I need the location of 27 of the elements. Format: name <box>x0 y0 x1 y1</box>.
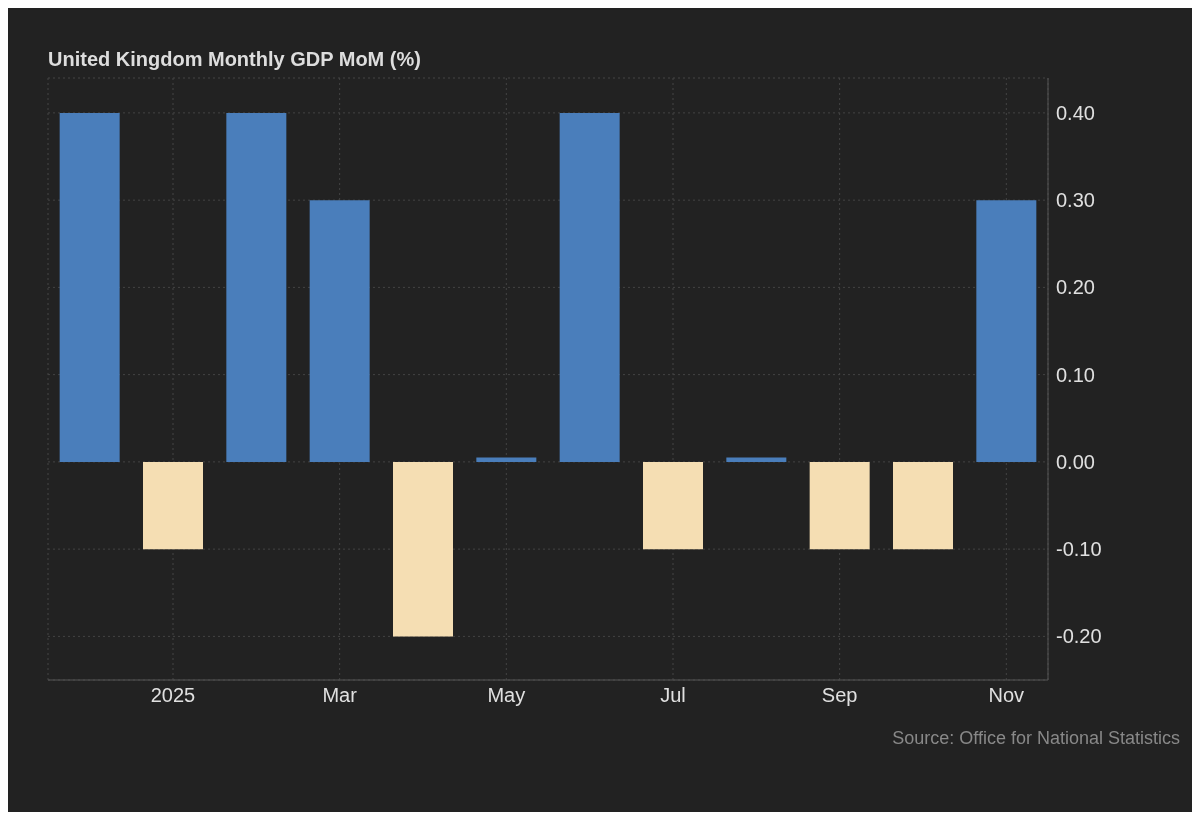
y-tick-label: 0.10 <box>1056 363 1095 386</box>
bar <box>476 457 537 462</box>
bar <box>226 112 287 462</box>
x-tick-label: Jul <box>660 684 686 707</box>
bar <box>393 461 453 637</box>
x-tick-label: Nov <box>988 684 1025 707</box>
y-tick-label: -0.20 <box>1056 625 1102 648</box>
bar <box>143 461 203 550</box>
y-tick-label: 0.00 <box>1056 450 1095 473</box>
bar <box>59 112 120 462</box>
chart-title: United Kingdom Monthly GDP MoM (%) <box>48 48 421 71</box>
bar <box>726 457 787 462</box>
y-tick-label: 0.30 <box>1056 189 1095 212</box>
bar <box>309 200 370 462</box>
x-tick-label: Mar <box>322 684 358 707</box>
y-tick-label: -0.10 <box>1056 538 1102 561</box>
bar <box>976 200 1037 462</box>
bar <box>809 461 870 550</box>
bar <box>559 112 620 462</box>
y-tick-label: 0.20 <box>1056 276 1095 299</box>
x-tick-label: 2025 <box>150 684 196 707</box>
y-tick-label: 0.40 <box>1056 102 1095 124</box>
x-tick-label: Sep <box>821 684 858 707</box>
bar <box>893 461 953 550</box>
x-tick-label: May <box>487 684 526 707</box>
source-note: Source: Office for National Statistics <box>892 728 1180 749</box>
bar <box>643 461 703 550</box>
